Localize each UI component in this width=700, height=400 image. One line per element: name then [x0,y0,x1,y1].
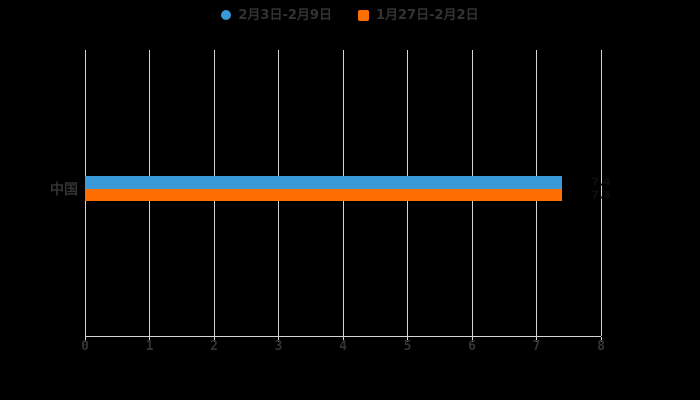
gridline [600,50,602,336]
x-axis-ticklabels: 0 1 2 3 4 5 6 7 8 [81,339,605,356]
x-axis-tick [213,337,215,342]
x-axis-tick-label: 3 [274,339,283,354]
bar-value-label: 7.4 [591,175,611,189]
x-axis-tick [471,337,473,342]
legend-item-week-previous[interactable]: 1月27日-2月2日 [357,7,479,23]
x-axis-tick-label: 6 [468,339,476,354]
legend-circle-marker-icon [221,10,232,20]
x-axis-tick-label: 2 [210,339,218,354]
x-axis-tick [407,337,408,342]
x-axis-tick-label: 1 [145,339,154,354]
legend-square-marker-icon [357,9,369,21]
bar-series-1 [85,188,563,201]
legend-item-week-current[interactable]: 2月3日-2月9日 [221,9,332,22]
bar-series-0 [85,176,563,189]
x-axis-tick [342,337,344,342]
plot-area: 7.4 7.4 [84,50,611,337]
legend-item-label: 2月3日-2月9日 [238,7,332,23]
x-axis-tick-label: 4 [339,339,347,354]
legend-item-label: 1月27日-2月2日 [375,7,479,23]
x-axis-tick-label: 8 [597,339,605,354]
x-axis-tick [536,337,537,342]
x-axis-tick-label: 5 [403,339,412,354]
legend: 2月3日-2月9日 1月27日-2月2日 [0,5,700,25]
bar-value-label: 7.4 [591,188,611,202]
x-axis-tick-label: 7 [532,339,541,354]
category-label: 中国 [50,181,78,198]
x-axis-tickmarks [84,337,602,342]
x-axis-tick [600,337,602,342]
x-axis-tick [278,337,279,342]
x-axis-tick-label: 0 [81,339,89,354]
x-axis-tick [149,337,150,342]
x-axis-tick [84,337,86,342]
